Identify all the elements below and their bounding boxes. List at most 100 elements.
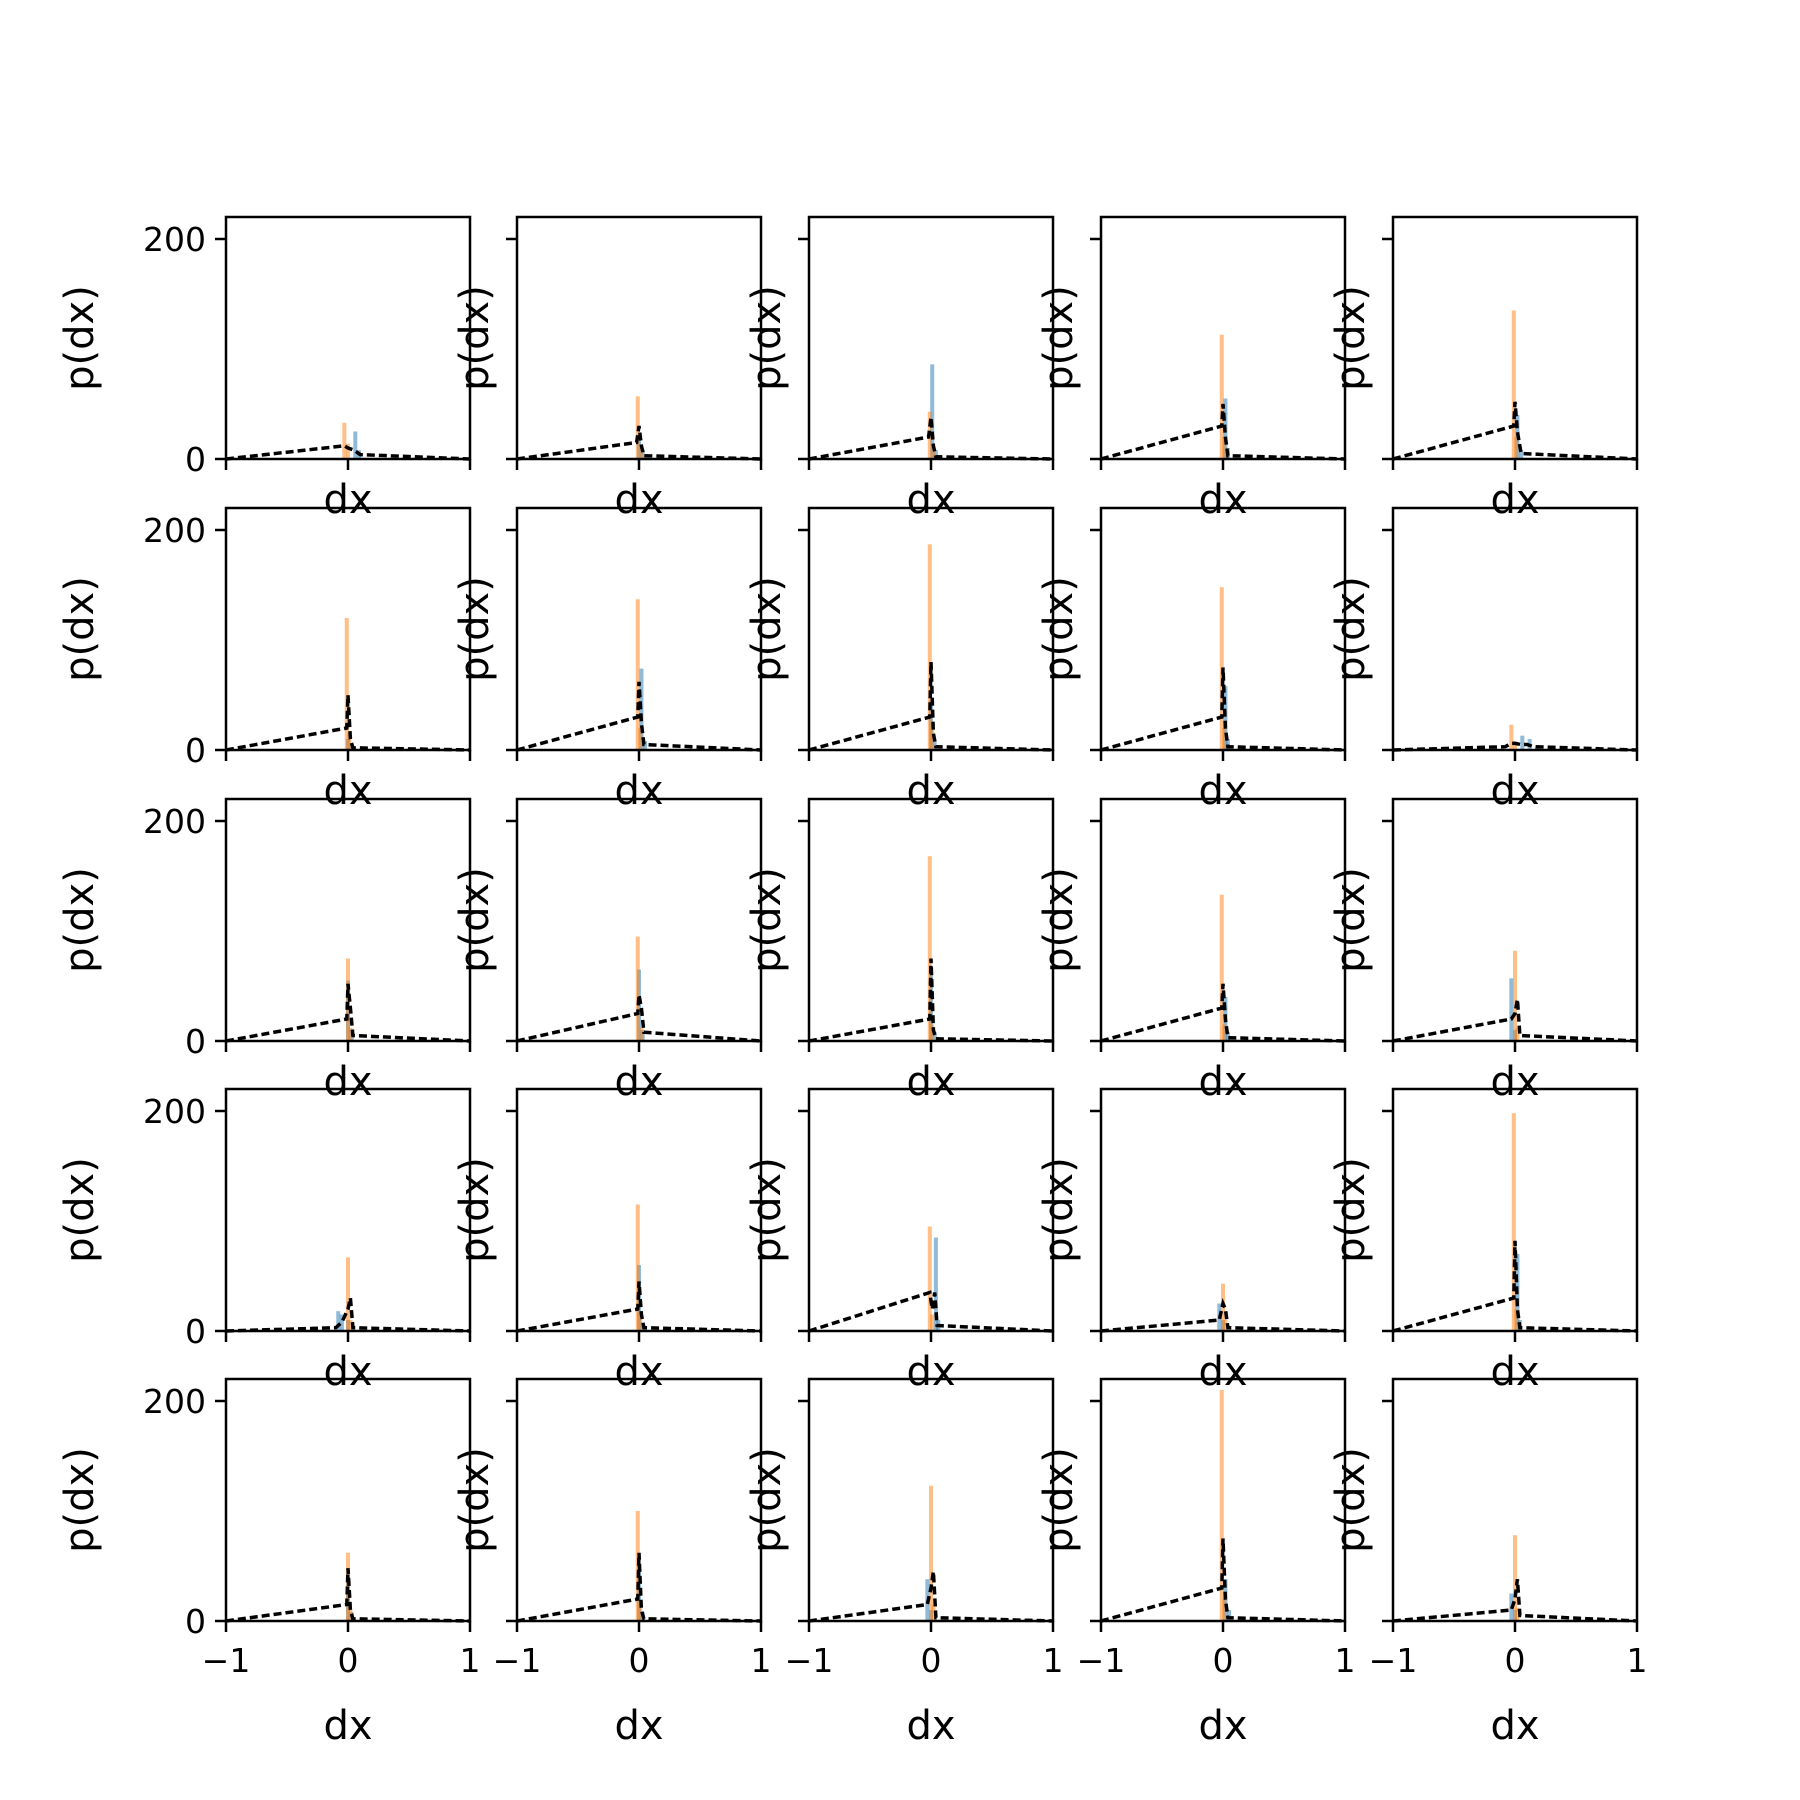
subplot-r3-c3: dx p(dx) xyxy=(1036,1087,1347,1395)
y-axis-label: p(dx) xyxy=(57,1157,103,1263)
orange-histogram-bar xyxy=(1513,950,1517,1041)
blue-histogram-bar xyxy=(1225,739,1230,750)
x-axis-label: dx xyxy=(614,768,663,814)
y-axis-label: p(dx) xyxy=(744,576,790,682)
orange-histogram-bar xyxy=(1511,310,1516,459)
x-tick-label: 0 xyxy=(1505,1641,1526,1680)
orange-histogram-bar xyxy=(348,1320,353,1331)
orange-histogram-bar xyxy=(1222,437,1227,459)
orange-histogram-bar xyxy=(635,1204,640,1331)
dashed-density-line xyxy=(225,1297,471,1333)
orange-histogram-bar xyxy=(930,728,935,750)
dashed-density-line xyxy=(808,1290,1054,1333)
subplot-r3-c2: dx p(dx) xyxy=(744,1087,1055,1395)
subplot-r4-c4: −1 0 1 dx p(dx) xyxy=(1328,1377,1648,1749)
subplot-r0-c3: dx p(dx) xyxy=(1036,215,1347,523)
y-tick-label: 0 xyxy=(185,1022,206,1061)
y-axis-label: p(dx) xyxy=(1036,576,1082,682)
dashed-density-line xyxy=(808,958,1054,1043)
y-axis-label: p(dx) xyxy=(744,1447,790,1553)
x-tick-label: 1 xyxy=(1043,1641,1064,1680)
orange-histogram-bar xyxy=(1513,1535,1517,1621)
x-tick-label: −1 xyxy=(493,1641,542,1680)
y-axis-label: p(dx) xyxy=(744,285,790,391)
y-axis-label: p(dx) xyxy=(1036,1157,1082,1263)
blue-histogram-bar xyxy=(1519,450,1524,459)
orange-histogram-bar xyxy=(1219,334,1224,459)
dashed-density-line xyxy=(516,681,762,752)
orange-histogram-bar xyxy=(638,728,643,750)
y-axis-label: p(dx) xyxy=(1328,867,1374,973)
blue-histogram-bar xyxy=(1225,1032,1230,1041)
blue-histogram-bar xyxy=(1509,978,1514,1041)
blue-histogram-bar xyxy=(932,1032,937,1041)
y-axis-label: p(dx) xyxy=(452,867,498,973)
subplot-r4-c2: −1 0 1 dx p(dx) xyxy=(744,1377,1064,1749)
blue-histogram-bar xyxy=(339,1314,344,1331)
orange-histogram-bar xyxy=(1219,1390,1224,1621)
subplot-r0-c0: 0 200 dx p(dx) xyxy=(57,215,472,523)
subplot-r1-c0: 0 200 dx p(dx) xyxy=(57,506,472,814)
x-axis-label: dx xyxy=(1490,1349,1539,1395)
x-axis-label: dx xyxy=(1198,768,1247,814)
subplot-r2-c3: dx p(dx) xyxy=(1036,797,1347,1105)
x-axis-label: dx xyxy=(1198,1703,1247,1749)
orange-histogram-bar xyxy=(1509,724,1514,750)
orange-histogram-bar xyxy=(931,448,936,459)
y-tick-label: 0 xyxy=(185,1602,206,1641)
subplot-r3-c0: 0 200 dx p(dx) xyxy=(57,1087,472,1395)
orange-histogram-bar xyxy=(639,1027,644,1041)
orange-histogram-bar xyxy=(1515,1607,1520,1621)
x-tick-label: −1 xyxy=(785,1641,834,1680)
x-axis-label: dx xyxy=(1198,1349,1247,1395)
orange-histogram-bar xyxy=(346,443,350,459)
orange-histogram-bar xyxy=(1511,1113,1516,1331)
subplot-r2-c4: dx p(dx) xyxy=(1328,797,1639,1105)
subplot-r2-c2: dx p(dx) xyxy=(744,797,1055,1105)
blue-histogram-bar xyxy=(643,741,648,750)
x-axis-label: dx xyxy=(614,477,663,523)
blue-histogram-bar xyxy=(336,1311,341,1331)
x-axis-label: dx xyxy=(323,1703,372,1749)
dashed-density-line xyxy=(516,1552,762,1623)
subplot-r2-c0: 0 200 dx p(dx) xyxy=(57,797,472,1105)
orange-histogram-bar xyxy=(1222,728,1227,750)
x-tick-label: 1 xyxy=(1335,1641,1356,1680)
subplot-r3-c1: dx p(dx) xyxy=(452,1087,763,1395)
axes-frame xyxy=(224,215,472,461)
y-axis-label: p(dx) xyxy=(1036,1447,1082,1553)
x-axis-label: dx xyxy=(906,1349,955,1395)
dashed-density-line xyxy=(225,983,471,1043)
orange-histogram-bar xyxy=(346,1257,350,1331)
subplot-r0-c4: dx p(dx) xyxy=(1328,215,1639,523)
orange-histogram-bar xyxy=(931,1604,936,1621)
subplot-r3-c4: dx p(dx) xyxy=(1328,1087,1639,1395)
y-tick-label: 0 xyxy=(185,1312,206,1351)
x-axis-label: dx xyxy=(1198,477,1247,523)
dashed-density-line xyxy=(1100,403,1346,461)
y-tick-label: 200 xyxy=(143,802,206,841)
y-axis-label: p(dx) xyxy=(452,576,498,682)
dashed-density-line xyxy=(1100,667,1346,752)
blue-histogram-bar xyxy=(933,1237,938,1331)
y-tick-label: 200 xyxy=(143,1382,206,1421)
orange-histogram-bar xyxy=(348,1027,353,1041)
dashed-density-line xyxy=(1100,1297,1346,1333)
blue-histogram-bar xyxy=(933,450,938,459)
x-axis-label: dx xyxy=(614,1703,663,1749)
orange-histogram-bar xyxy=(927,544,932,750)
y-tick-label: 200 xyxy=(143,511,206,550)
blue-histogram-bar xyxy=(1520,735,1525,750)
y-axis-label: p(dx) xyxy=(57,867,103,973)
x-tick-label: 0 xyxy=(1213,1641,1234,1680)
x-axis-label: dx xyxy=(323,1059,372,1105)
subplot-r4-c1: −1 0 1 dx p(dx) xyxy=(452,1377,772,1749)
y-tick-label: 200 xyxy=(143,1092,206,1131)
y-axis-label: p(dx) xyxy=(1328,1157,1374,1263)
orange-histogram-bar xyxy=(1219,894,1224,1041)
x-tick-label: 1 xyxy=(460,1641,481,1680)
subplot-r1-c4: dx p(dx) xyxy=(1328,506,1639,814)
blue-histogram-bar xyxy=(1223,686,1228,750)
orange-histogram-bar xyxy=(1222,1024,1227,1041)
subplot-r0-c1: dx p(dx) xyxy=(452,215,763,523)
